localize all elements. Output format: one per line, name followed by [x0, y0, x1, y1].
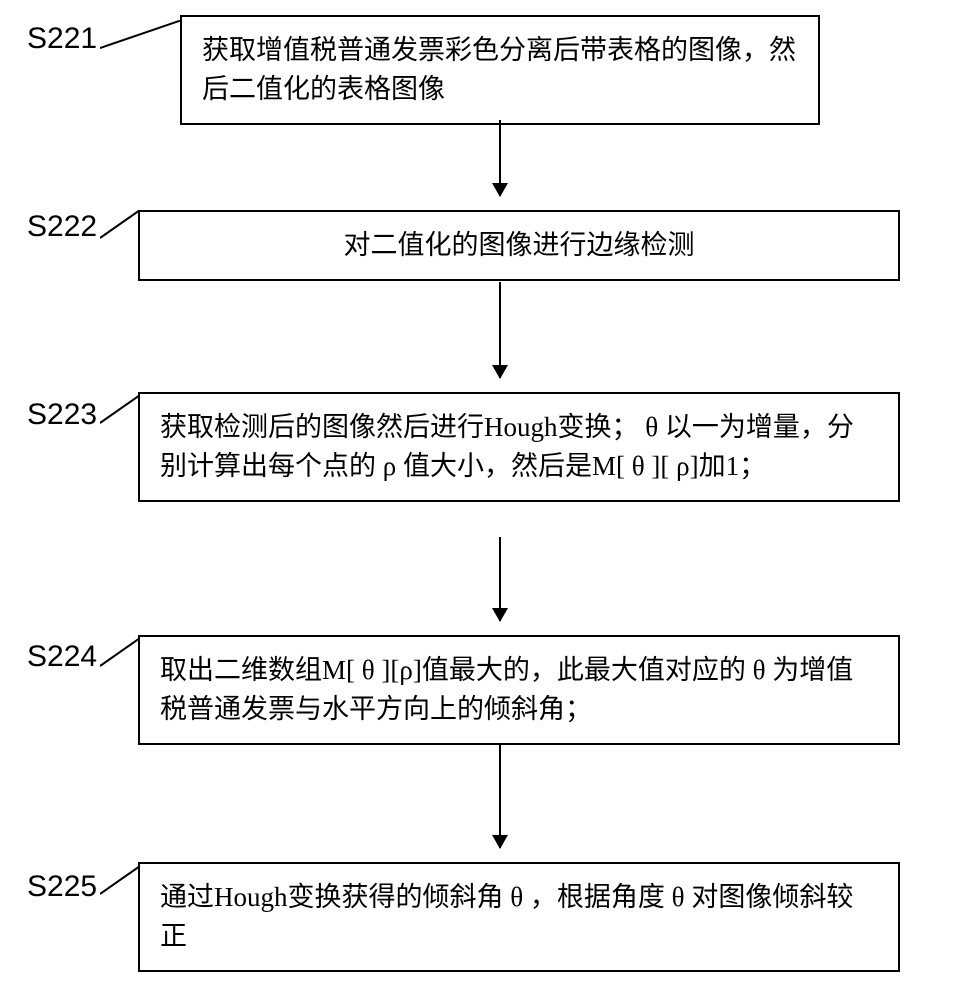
step-label-s224: S224 — [27, 640, 97, 674]
step-text-s225: 通过Hough变换获得的倾斜角 θ ，根据角度 θ 对图像倾斜较正 — [160, 882, 853, 951]
step-text-s224: 取出二维数组M[ θ ][ρ]值最大的，此最大值对应的 θ 为增值税普通发票与水… — [160, 655, 853, 724]
label-connector-s222 — [100, 210, 140, 240]
step-label-s223: S223 — [27, 398, 97, 432]
step-label-s225: S225 — [27, 870, 97, 904]
label-connector-s224 — [100, 638, 140, 668]
step-box-s221: 获取增值税普通发票彩色分离后带表格的图像，然后二值化的表格图像 — [180, 15, 820, 125]
arrow-s221-s222 — [499, 120, 501, 196]
step-box-s225: 通过Hough变换获得的倾斜角 θ ，根据角度 θ 对图像倾斜较正 — [138, 862, 900, 972]
arrow-s223-s224 — [499, 537, 501, 621]
step-text-s223: 获取检测后的图像然后进行Hough变换； θ 以一为增量，分别计算出每个点的 ρ… — [160, 412, 854, 481]
step-text-s221: 获取增值税普通发票彩色分离后带表格的图像，然后二值化的表格图像 — [202, 35, 796, 104]
arrow-s224-s225 — [499, 743, 501, 848]
label-connector-s223 — [100, 395, 140, 425]
step-box-s224: 取出二维数组M[ θ ][ρ]值最大的，此最大值对应的 θ 为增值税普通发票与水… — [138, 635, 900, 745]
step-label-s221: S221 — [27, 22, 97, 56]
step-box-s223: 获取检测后的图像然后进行Hough变换； θ 以一为增量，分别计算出每个点的 ρ… — [138, 392, 900, 502]
step-box-s222: 对二值化的图像进行边缘检测 — [138, 210, 900, 281]
label-connector-s221 — [100, 20, 182, 50]
label-connector-s225 — [100, 866, 140, 896]
step-text-s222: 对二值化的图像进行边缘检测 — [344, 230, 695, 260]
step-label-s222: S222 — [27, 210, 97, 244]
flowchart-container: S221 获取增值税普通发票彩色分离后带表格的图像，然后二值化的表格图像 S22… — [0, 0, 971, 1000]
arrow-s222-s223 — [499, 282, 501, 378]
